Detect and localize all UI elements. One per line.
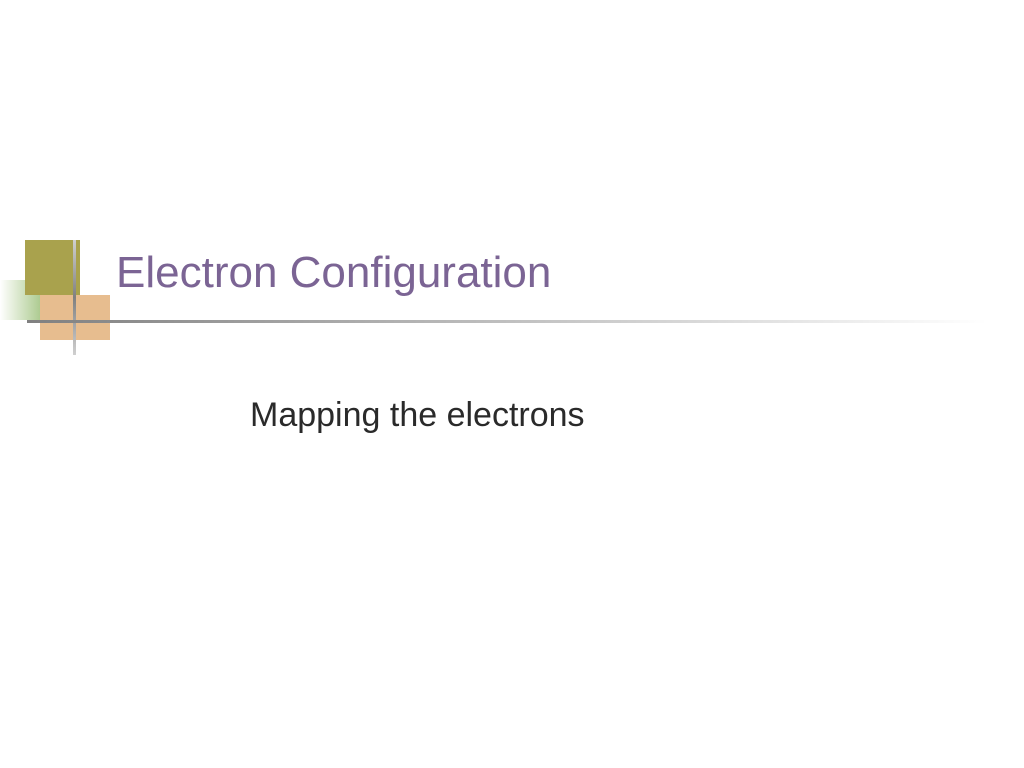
slide-subtitle: Mapping the electrons	[250, 396, 585, 435]
slide-title: Electron Configuration	[116, 248, 551, 298]
decoration-square-olive	[25, 240, 80, 295]
decoration-vertical-line	[73, 240, 76, 355]
decoration-horizontal-line	[27, 320, 987, 323]
title-decoration	[0, 240, 120, 350]
